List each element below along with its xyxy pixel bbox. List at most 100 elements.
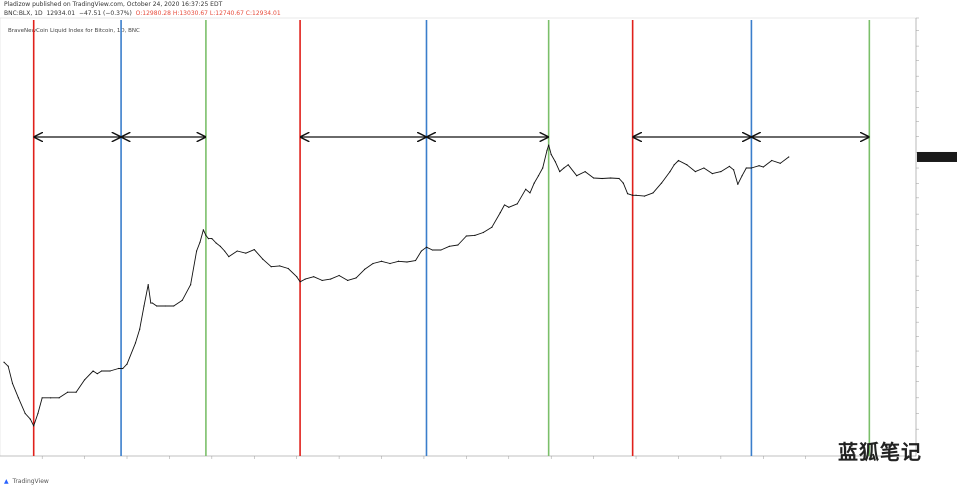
price-point — [420, 250, 422, 252]
price-point — [11, 382, 14, 385]
price-point — [270, 266, 272, 268]
price-point — [686, 164, 688, 166]
price-point — [296, 276, 298, 278]
price-point — [626, 193, 629, 195]
price-point — [788, 156, 790, 158]
price-point — [58, 397, 60, 399]
price-point — [703, 167, 705, 169]
price-point — [262, 258, 264, 260]
price-point — [632, 194, 634, 196]
price-point — [694, 171, 697, 173]
price-point — [199, 241, 201, 243]
price-point — [546, 149, 548, 151]
price-change: −47.51 (−0.37%) — [78, 10, 132, 17]
price-point — [67, 391, 69, 393]
price-point — [109, 370, 111, 372]
price-point — [181, 299, 183, 301]
price-point — [92, 370, 94, 372]
last-price: 12934.01 — [46, 10, 76, 17]
price-point — [762, 166, 764, 168]
price-point — [355, 277, 357, 279]
symbol[interactable]: BNC:BLX, 1D — [4, 10, 43, 17]
price-point — [380, 260, 383, 262]
price-point — [601, 177, 603, 180]
price-point — [207, 238, 210, 240]
publisher-line: Pladizow published on TradingView.com, O… — [4, 1, 223, 8]
price-point — [652, 192, 654, 194]
price-point — [33, 425, 35, 427]
price-point — [195, 250, 198, 252]
price-point — [122, 367, 124, 370]
price-point — [499, 212, 501, 214]
price-point — [576, 175, 578, 177]
price-point — [100, 370, 103, 372]
price-point — [215, 242, 217, 244]
current-price-tag — [917, 151, 957, 162]
price-point — [414, 259, 417, 262]
price-point — [173, 305, 175, 307]
price-point — [143, 305, 145, 307]
price-point — [711, 173, 713, 175]
tradingview-brand[interactable]: TradingView — [12, 478, 49, 485]
price-point — [537, 175, 540, 177]
price-point — [236, 250, 238, 252]
price-point — [83, 379, 86, 381]
price-point — [147, 284, 149, 286]
price-point — [673, 164, 675, 166]
price-point — [542, 167, 544, 169]
price-point — [465, 235, 467, 237]
price-point — [548, 144, 550, 146]
price-point — [126, 363, 128, 365]
price-point — [750, 167, 753, 169]
price-point — [737, 183, 739, 185]
price-point — [202, 229, 204, 231]
price-point — [431, 249, 434, 251]
price-point — [503, 204, 506, 206]
price-point — [330, 278, 332, 280]
price-point — [150, 302, 152, 304]
price-point — [779, 162, 781, 164]
price-point — [205, 234, 207, 236]
price-point — [563, 167, 565, 169]
price-point — [559, 171, 561, 173]
price-point — [245, 252, 247, 254]
price-point — [525, 188, 527, 190]
price-point — [448, 245, 450, 247]
price-point — [593, 177, 595, 179]
price-point — [50, 397, 52, 399]
price-point — [338, 274, 340, 277]
price-point — [96, 373, 98, 375]
price-point — [223, 250, 226, 252]
price-point — [643, 195, 646, 197]
price-point — [313, 276, 315, 278]
price-point — [660, 182, 663, 184]
price-point — [304, 278, 306, 280]
price-point — [550, 153, 552, 156]
price-point — [567, 164, 569, 166]
price-point — [389, 262, 391, 265]
price-point — [253, 248, 255, 251]
price-point — [287, 267, 289, 270]
watermark: 蓝狐笔记 — [838, 440, 922, 464]
price-point — [151, 302, 154, 304]
price-point — [211, 238, 213, 240]
price-point — [745, 167, 747, 169]
price-point — [508, 206, 510, 208]
price-point — [363, 268, 366, 270]
price-point — [321, 279, 323, 282]
price-point — [134, 342, 137, 344]
price-point — [164, 305, 166, 307]
price-point — [609, 177, 612, 179]
price-point — [279, 265, 281, 267]
price-point — [529, 192, 531, 194]
footer: ▲ TradingView — [4, 478, 49, 485]
price-point — [37, 412, 39, 415]
price-point — [24, 412, 26, 415]
price-point — [728, 165, 730, 167]
index-name: BraveNewCoin Liquid Index for Bitcoin, 1… — [8, 28, 140, 34]
price-point — [669, 171, 671, 173]
price-point — [771, 159, 773, 162]
symbol-line: BNC:BLX, 1D 12934.01 −47.51 (−0.37%) O:1… — [4, 10, 281, 17]
